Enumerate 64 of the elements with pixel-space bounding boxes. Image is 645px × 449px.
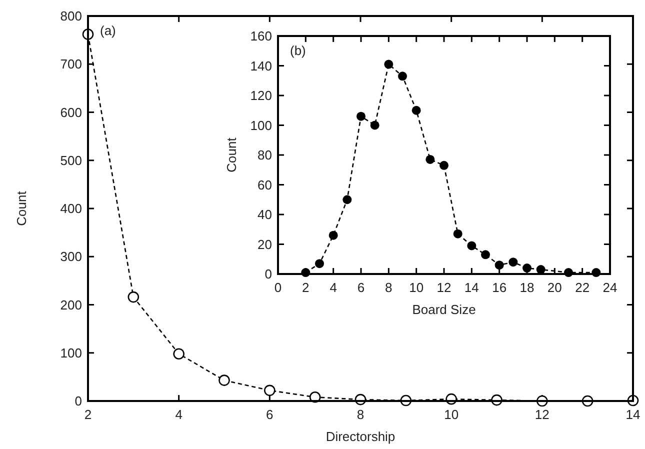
- point: [467, 241, 476, 250]
- y-tick-label: 0: [74, 394, 82, 409]
- annotation: (b): [290, 43, 306, 58]
- y-tick-label: 160: [250, 28, 272, 44]
- x-tick-label: 14: [464, 280, 479, 295]
- point: [370, 120, 380, 130]
- x-axis-title: Board Size: [412, 302, 476, 317]
- y-tick-label: 0: [264, 266, 272, 282]
- point: [315, 259, 324, 268]
- x-tick-label: 6: [266, 407, 274, 422]
- x-tick-label: 6: [357, 280, 365, 295]
- x-tick-label: 4: [330, 280, 337, 295]
- point: [356, 112, 366, 121]
- x-tick-label: 10: [409, 280, 424, 295]
- point: [384, 60, 394, 69]
- x-tick-label: 12: [436, 280, 452, 295]
- y-tick-label: 300: [60, 249, 82, 264]
- point: [398, 72, 407, 81]
- point: [218, 374, 230, 386]
- point: [481, 250, 490, 260]
- x-tick-label: 14: [626, 407, 640, 422]
- x-tick-label: 18: [520, 280, 534, 295]
- y-tick-label: 700: [60, 56, 82, 72]
- x-tick-label: 22: [575, 280, 590, 295]
- y-tick-label: 40: [258, 207, 272, 222]
- point: [508, 258, 518, 267]
- point: [412, 106, 421, 115]
- point: [453, 229, 462, 238]
- point: [522, 264, 532, 273]
- x-tick-label: 2: [84, 407, 92, 422]
- y-tick-label: 400: [60, 201, 82, 216]
- point: [128, 291, 140, 303]
- x-tick-label: 8: [356, 407, 364, 422]
- y-tick-label: 20: [258, 236, 272, 252]
- y-tick-label: 800: [60, 8, 82, 24]
- point: [426, 154, 435, 164]
- y-tick-label: 200: [60, 297, 82, 312]
- x-axis-title: Directorship: [326, 429, 396, 444]
- x-tick-label: 16: [492, 280, 507, 295]
- point: [328, 230, 338, 240]
- x-tick-label: 10: [444, 407, 459, 422]
- y-tick-label: 600: [60, 104, 82, 120]
- point: [440, 160, 448, 170]
- y-tick-label: 120: [250, 88, 272, 104]
- y-tick-label: 60: [258, 177, 272, 192]
- point: [342, 195, 352, 204]
- x-tick-label: 24: [602, 280, 618, 295]
- y-axis-title: Count: [14, 190, 29, 226]
- x-tick-label: 12: [534, 407, 550, 422]
- x-tick-label: 4: [175, 407, 182, 422]
- y-axis-title: Count: [224, 137, 239, 172]
- x-tick-label: 0: [274, 280, 282, 295]
- point: [173, 348, 184, 360]
- x-tick-label: 20: [547, 280, 562, 295]
- y-tick-label: 100: [60, 345, 82, 360]
- point: [494, 260, 504, 270]
- x-tick-label: 8: [385, 280, 392, 295]
- annotation: (a): [100, 23, 116, 38]
- x-tick-label: 2: [302, 280, 310, 295]
- y-tick-label: 140: [250, 58, 272, 74]
- y-tick-label: 500: [60, 152, 82, 168]
- point: [264, 384, 276, 396]
- y-tick-label: 100: [250, 118, 272, 133]
- y-tick-label: 80: [258, 148, 272, 163]
